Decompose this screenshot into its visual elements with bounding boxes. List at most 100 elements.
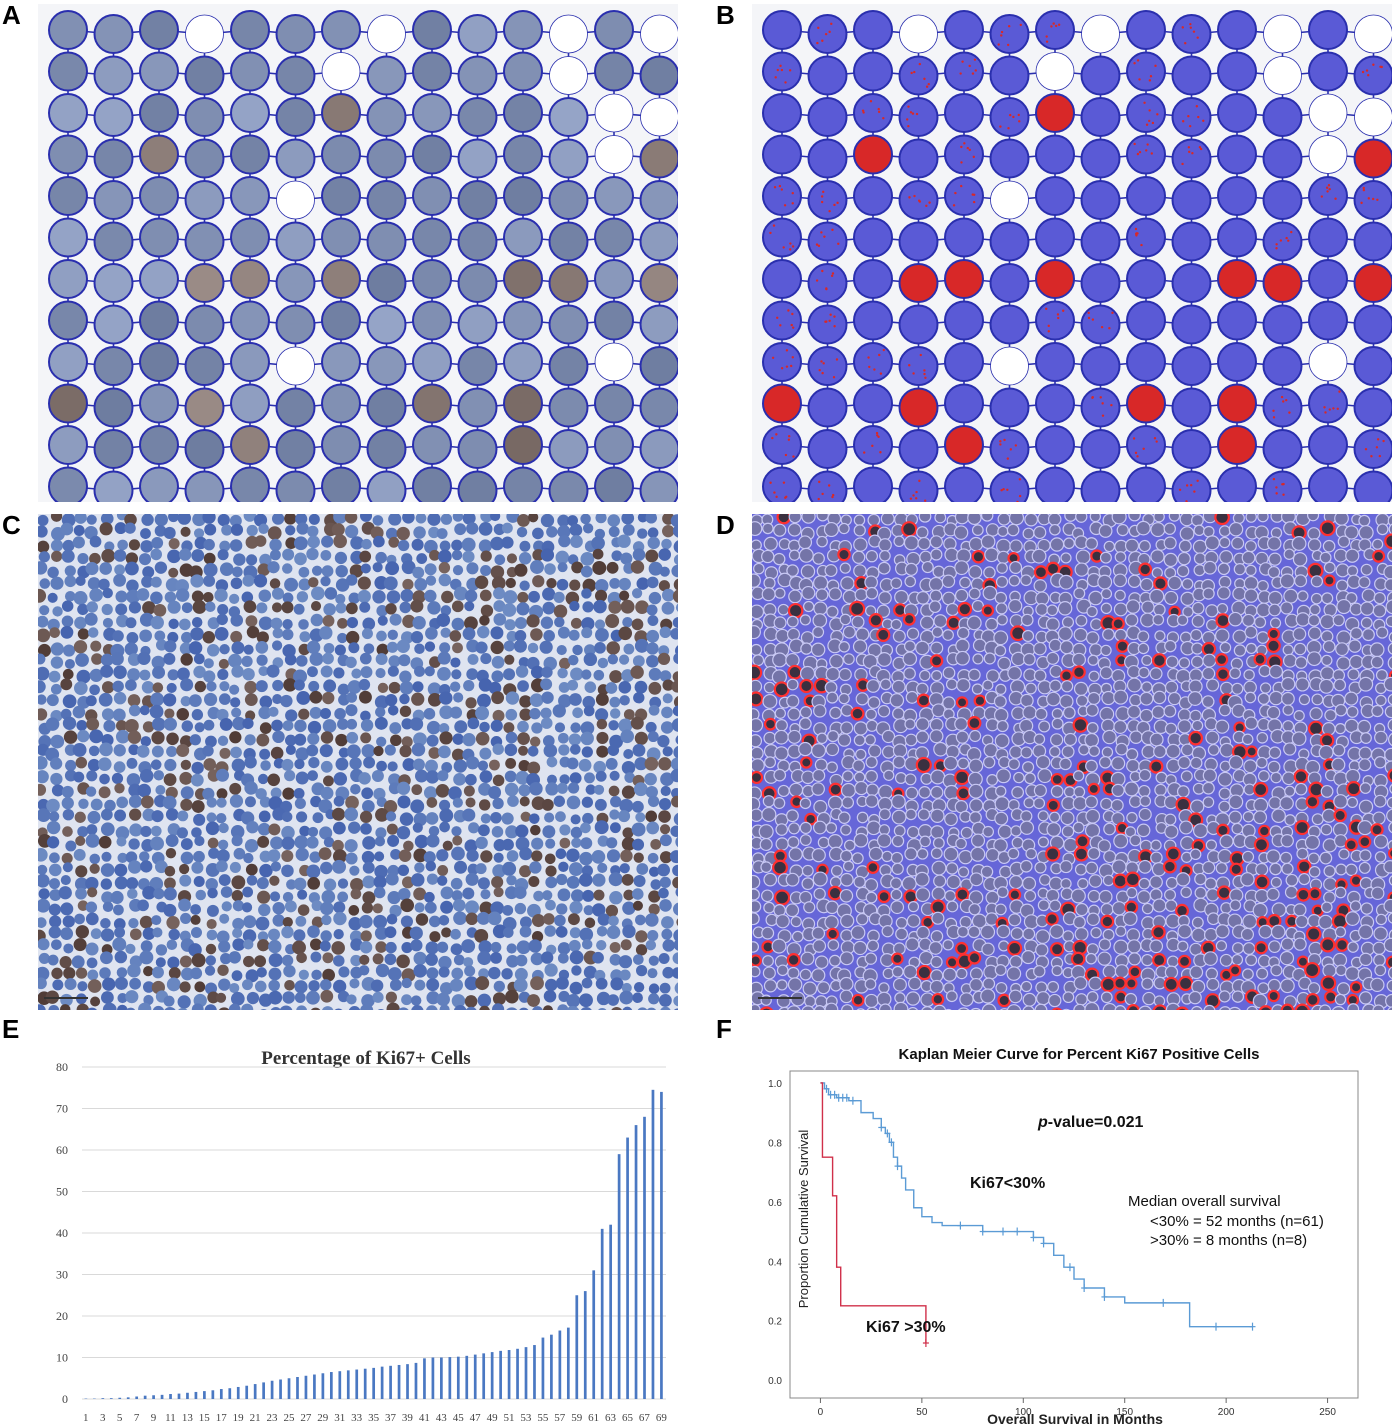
- positive-cell: [799, 678, 814, 694]
- cell-nucleus: [449, 681, 461, 692]
- cell-nucleus: [102, 617, 113, 628]
- negative-cell: [1057, 626, 1073, 642]
- cell-nucleus: [437, 666, 451, 681]
- cell-nucleus: [203, 574, 216, 587]
- cell-nucleus: [140, 528, 151, 539]
- negative-cell: [1383, 937, 1392, 953]
- cell-nucleus: [38, 1004, 46, 1010]
- cell-nucleus: [493, 887, 504, 898]
- cell-nucleus: [529, 693, 544, 707]
- cell-nucleus: [125, 943, 136, 954]
- negative-cell: [1358, 861, 1371, 874]
- negative-cell: [1372, 941, 1386, 955]
- negative-cell: [1373, 926, 1388, 941]
- cell-nucleus: [556, 903, 568, 915]
- negative-cell: [772, 552, 786, 566]
- positive-cell: [1045, 846, 1061, 862]
- cell-nucleus: [322, 615, 335, 627]
- negative-cell: [853, 771, 866, 784]
- cell-nucleus: [423, 786, 438, 800]
- negative-cell: [1294, 574, 1308, 588]
- negative-cell: [918, 514, 932, 523]
- cell-nucleus: [645, 939, 657, 951]
- negative-cell: [1387, 514, 1392, 528]
- negative-cell: [1192, 823, 1208, 839]
- cell-nucleus: [206, 644, 220, 657]
- negative-cell: [1321, 808, 1337, 823]
- cell-nucleus: [591, 536, 605, 551]
- negative-cell: [944, 890, 957, 902]
- positive-speck: [1133, 142, 1136, 146]
- cell-nucleus: [350, 954, 362, 967]
- negative-cell: [1021, 950, 1036, 965]
- negative-cell: [878, 808, 891, 821]
- cell-nucleus: [87, 1007, 98, 1010]
- negative-cell: [1176, 614, 1189, 626]
- cell-nucleus: [268, 823, 281, 836]
- negative-cell: [1075, 514, 1088, 523]
- negative-cell: [853, 875, 866, 889]
- negative-cell: [1333, 678, 1347, 692]
- positive-speck: [999, 440, 1002, 443]
- cell-nucleus: [230, 825, 245, 839]
- cell-nucleus: [647, 852, 659, 864]
- negative-cell: [813, 575, 829, 591]
- cell-nucleus: [398, 849, 412, 862]
- cell-nucleus: [320, 731, 334, 744]
- cell-nucleus: [254, 955, 267, 968]
- cell-nucleus: [519, 540, 531, 552]
- negative-cell: [1384, 578, 1392, 592]
- cell-nucleus: [176, 827, 188, 839]
- cell-nucleus: [530, 952, 544, 966]
- cell-nucleus: [426, 978, 440, 992]
- cell-nucleus: [592, 560, 607, 575]
- cell-nucleus: [621, 785, 636, 799]
- cell-nucleus: [296, 655, 308, 667]
- cell-nucleus: [557, 514, 570, 527]
- positive-speck: [1193, 490, 1196, 493]
- cell-nucleus: [52, 606, 63, 617]
- cell-nucleus: [360, 822, 372, 835]
- positive-cell: [1151, 653, 1167, 668]
- tma-core: [1035, 425, 1075, 465]
- cell-nucleus: [658, 757, 672, 771]
- negative-cell: [955, 650, 970, 666]
- cell-nucleus: [540, 616, 554, 629]
- tma-core: [1126, 425, 1166, 465]
- negative-cell: [903, 964, 918, 980]
- cell-nucleus: [439, 808, 454, 823]
- positive-cell: [1152, 952, 1167, 968]
- tma-core: [594, 383, 634, 424]
- cell-nucleus: [528, 875, 540, 888]
- negative-cell: [773, 797, 786, 810]
- positive-speck: [1279, 239, 1283, 242]
- cell-nucleus: [477, 760, 489, 771]
- positive-cell: [1266, 638, 1281, 654]
- tma-core: [93, 470, 134, 502]
- negative-cell: [1127, 574, 1142, 588]
- cell-nucleus: [100, 951, 113, 965]
- negative-cell: [1337, 535, 1351, 548]
- positive-speck: [817, 244, 821, 248]
- negative-cell: [1346, 565, 1359, 577]
- cell-nucleus: [102, 587, 113, 599]
- cell-nucleus: [254, 535, 267, 547]
- cell-nucleus: [179, 771, 193, 785]
- positive-speck: [835, 358, 839, 361]
- negative-cell: [904, 575, 917, 588]
- cell-nucleus: [164, 758, 177, 772]
- cell-nucleus: [244, 781, 258, 795]
- negative-cell: [918, 786, 931, 799]
- negative-cell: [933, 874, 947, 888]
- cell-nucleus: [584, 772, 595, 784]
- tma-core: [762, 217, 802, 258]
- negative-cell: [1332, 614, 1345, 627]
- tma-core: [321, 300, 361, 341]
- cell-nucleus: [362, 891, 376, 905]
- negative-cell: [1375, 694, 1387, 707]
- cell-nucleus: [532, 575, 545, 588]
- cell-nucleus: [77, 981, 88, 992]
- negative-cell: [1074, 927, 1089, 942]
- cell-nucleus: [622, 827, 634, 839]
- negative-cell: [1075, 614, 1088, 627]
